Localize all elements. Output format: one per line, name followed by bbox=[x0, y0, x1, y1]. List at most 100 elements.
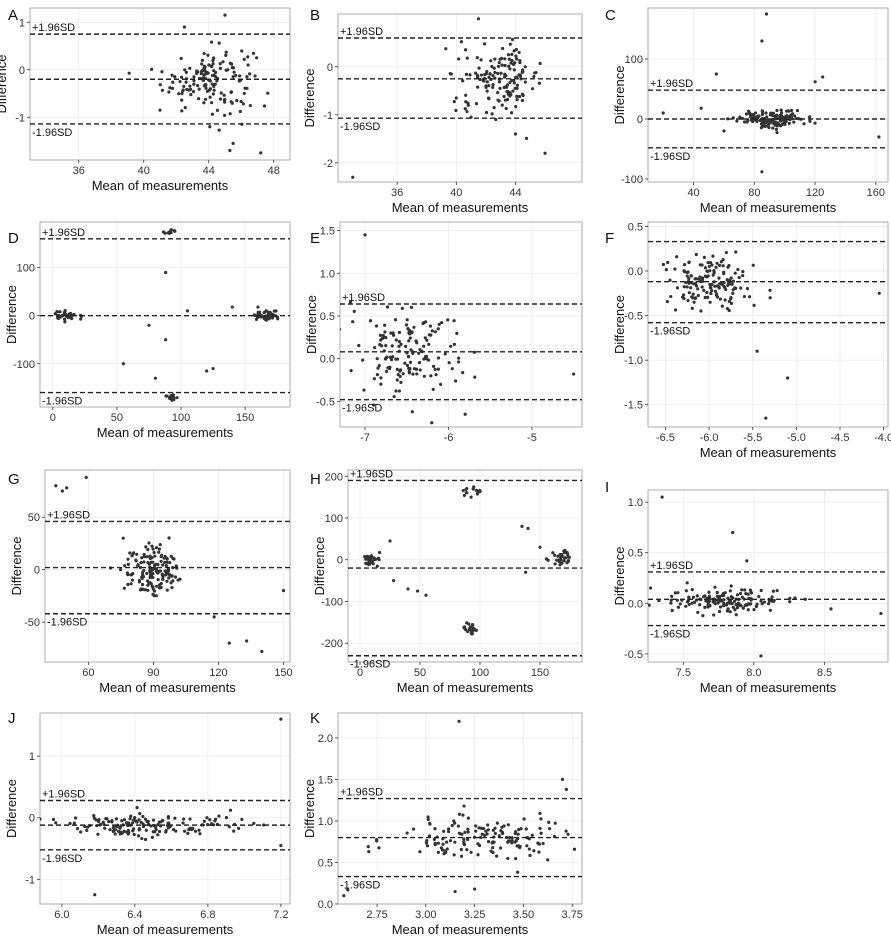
data-point bbox=[375, 564, 379, 568]
data-point bbox=[731, 530, 735, 535]
y-axis-label: Difference bbox=[302, 68, 317, 127]
data-point bbox=[165, 579, 169, 583]
data-point bbox=[426, 815, 430, 819]
data-point bbox=[165, 588, 169, 592]
y-tick-label: 0 bbox=[29, 311, 35, 323]
data-point bbox=[690, 306, 694, 310]
data-point bbox=[788, 600, 792, 604]
data-point bbox=[761, 119, 765, 123]
data-point bbox=[462, 842, 467, 847]
data-point bbox=[148, 556, 152, 561]
data-point bbox=[188, 817, 192, 821]
data-point bbox=[731, 288, 735, 292]
data-point bbox=[242, 91, 246, 96]
data-point bbox=[118, 825, 123, 829]
data-point bbox=[566, 832, 570, 836]
x-tick-label: 40 bbox=[687, 187, 699, 199]
data-point bbox=[496, 64, 501, 69]
panel-letter: C bbox=[605, 7, 616, 24]
y-tick-label: -0.5 bbox=[624, 649, 643, 661]
data-point bbox=[191, 90, 196, 94]
data-point bbox=[445, 847, 449, 851]
data-point bbox=[508, 80, 512, 85]
x-tick-label: 48 bbox=[268, 165, 280, 177]
panel-letter: A bbox=[8, 7, 18, 24]
data-points bbox=[340, 233, 576, 425]
data-point bbox=[454, 379, 458, 383]
data-point bbox=[152, 550, 156, 555]
data-point bbox=[217, 128, 221, 132]
data-point bbox=[676, 591, 680, 595]
data-point bbox=[715, 590, 719, 595]
data-point bbox=[118, 567, 123, 572]
data-point bbox=[514, 54, 518, 58]
data-point bbox=[253, 74, 257, 78]
data-point bbox=[779, 108, 783, 112]
data-point bbox=[447, 827, 451, 831]
data-point bbox=[377, 364, 381, 368]
data-point bbox=[478, 835, 483, 840]
data-point bbox=[425, 844, 430, 848]
data-point bbox=[469, 850, 473, 854]
data-point bbox=[512, 81, 516, 85]
data-point bbox=[171, 566, 175, 570]
data-point bbox=[164, 270, 168, 275]
data-point bbox=[768, 288, 772, 292]
data-point bbox=[94, 818, 98, 822]
data-point bbox=[351, 175, 355, 179]
x-tick-label: 150 bbox=[236, 412, 254, 424]
data-point bbox=[499, 71, 503, 75]
data-point bbox=[745, 287, 750, 291]
data-point bbox=[502, 85, 506, 90]
grid bbox=[648, 222, 888, 427]
data-point bbox=[57, 316, 62, 320]
data-point bbox=[718, 599, 722, 603]
x-axis-label: Mean of measurements bbox=[392, 200, 529, 215]
y-tick-label: -1.5 bbox=[624, 400, 643, 412]
plot-frame bbox=[647, 7, 889, 183]
data-point bbox=[340, 327, 342, 331]
data-point bbox=[792, 120, 796, 124]
y-tick-label: 1.0 bbox=[628, 497, 643, 509]
data-point bbox=[149, 67, 154, 71]
data-point bbox=[461, 79, 465, 83]
data-point bbox=[417, 361, 422, 365]
data-point bbox=[789, 108, 794, 113]
data-point bbox=[520, 98, 525, 103]
data-point bbox=[248, 72, 252, 76]
data-point bbox=[493, 70, 497, 75]
y-tick-label: 2.0 bbox=[318, 733, 333, 745]
data-point bbox=[131, 551, 136, 555]
data-point bbox=[690, 588, 694, 592]
data-point bbox=[212, 56, 216, 60]
data-point bbox=[780, 122, 785, 126]
data-point bbox=[163, 560, 167, 564]
data-point bbox=[518, 844, 522, 849]
data-point bbox=[137, 578, 142, 583]
data-point bbox=[424, 320, 428, 324]
data-point bbox=[380, 344, 384, 348]
data-point bbox=[205, 369, 209, 373]
data-point bbox=[238, 109, 242, 114]
data-point bbox=[122, 586, 126, 590]
data-point bbox=[478, 77, 482, 82]
data-point bbox=[135, 552, 139, 556]
data-point bbox=[405, 318, 409, 322]
data-point bbox=[556, 554, 560, 558]
data-point bbox=[770, 595, 774, 599]
data-point bbox=[737, 275, 741, 280]
data-point bbox=[199, 72, 203, 76]
data-point bbox=[222, 98, 227, 102]
plot-frame bbox=[647, 221, 889, 428]
data-point bbox=[510, 58, 514, 63]
y-axis-label: Difference bbox=[612, 295, 627, 354]
data-point bbox=[406, 587, 410, 591]
data-point bbox=[136, 563, 140, 567]
data-point bbox=[795, 108, 800, 113]
data-point bbox=[487, 75, 491, 80]
data-point bbox=[157, 547, 162, 551]
data-point bbox=[682, 269, 686, 273]
data-point bbox=[212, 88, 216, 92]
data-point bbox=[466, 827, 470, 831]
data-point bbox=[526, 526, 530, 531]
